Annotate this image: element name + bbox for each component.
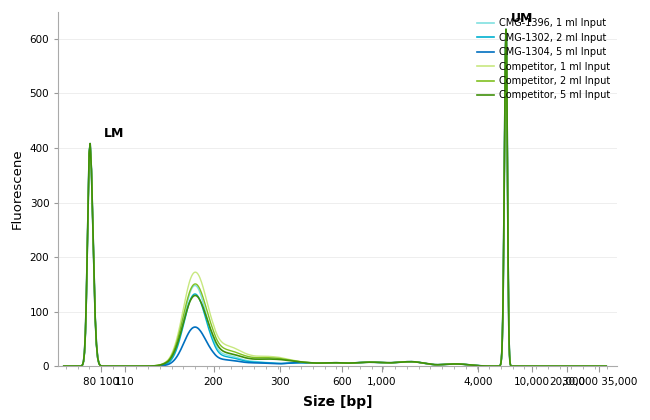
Competitor, 5 ml Input — [502, 27, 510, 32]
Competitor, 1 ml Input — [582, 364, 590, 369]
Line: Competitor, 5 ml Input: Competitor, 5 ml Input — [64, 29, 606, 366]
CMG-1304, 5 ml Input — [478, 363, 486, 368]
CMG-1396, 1 ml Input — [339, 360, 346, 365]
CMG-1302, 2 ml Input — [502, 27, 510, 32]
Competitor, 5 ml Input — [251, 357, 259, 362]
Competitor, 1 ml Input — [603, 364, 610, 369]
Line: CMG-1396, 1 ml Input: CMG-1396, 1 ml Input — [64, 29, 606, 366]
Competitor, 5 ml Input — [478, 363, 486, 368]
Competitor, 5 ml Input — [411, 360, 419, 365]
Text: UM: UM — [510, 12, 533, 25]
CMG-1304, 5 ml Input — [339, 360, 346, 365]
Competitor, 2 ml Input — [412, 360, 420, 365]
Competitor, 1 ml Input — [412, 360, 420, 365]
Competitor, 2 ml Input — [387, 360, 395, 365]
Y-axis label: Fluorescene: Fluorescene — [11, 149, 24, 229]
CMG-1396, 1 ml Input — [478, 363, 486, 368]
CMG-1304, 5 ml Input — [60, 364, 68, 369]
Competitor, 2 ml Input — [60, 364, 68, 369]
CMG-1304, 5 ml Input — [251, 360, 259, 365]
CMG-1396, 1 ml Input — [582, 364, 590, 369]
CMG-1396, 1 ml Input — [387, 360, 395, 365]
CMG-1302, 2 ml Input — [412, 360, 420, 365]
Competitor, 1 ml Input — [502, 27, 510, 32]
CMG-1304, 5 ml Input — [603, 364, 610, 369]
CMG-1302, 2 ml Input — [60, 364, 68, 369]
CMG-1302, 2 ml Input — [478, 363, 486, 368]
Line: Competitor, 1 ml Input: Competitor, 1 ml Input — [64, 29, 606, 366]
Competitor, 5 ml Input — [339, 360, 346, 365]
Competitor, 2 ml Input — [582, 364, 590, 369]
CMG-1396, 1 ml Input — [412, 360, 420, 365]
CMG-1302, 2 ml Input — [339, 360, 346, 365]
CMG-1302, 2 ml Input — [603, 364, 610, 369]
Legend: CMG-1396, 1 ml Input, CMG-1302, 2 ml Input, CMG-1304, 5 ml Input, Competitor, 1 : CMG-1396, 1 ml Input, CMG-1302, 2 ml Inp… — [473, 15, 614, 104]
CMG-1302, 2 ml Input — [411, 360, 419, 365]
Competitor, 1 ml Input — [60, 364, 68, 369]
Line: CMG-1302, 2 ml Input: CMG-1302, 2 ml Input — [64, 29, 606, 366]
CMG-1304, 5 ml Input — [387, 360, 395, 365]
CMG-1396, 1 ml Input — [502, 27, 510, 32]
Line: CMG-1304, 5 ml Input: CMG-1304, 5 ml Input — [64, 29, 606, 366]
CMG-1396, 1 ml Input — [603, 364, 610, 369]
Competitor, 2 ml Input — [478, 363, 486, 368]
Competitor, 1 ml Input — [387, 360, 395, 365]
CMG-1304, 5 ml Input — [412, 360, 420, 365]
CMG-1302, 2 ml Input — [582, 364, 590, 369]
Competitor, 5 ml Input — [60, 364, 68, 369]
Line: Competitor, 2 ml Input: Competitor, 2 ml Input — [64, 29, 606, 366]
Competitor, 2 ml Input — [339, 360, 346, 365]
CMG-1396, 1 ml Input — [251, 359, 259, 364]
CMG-1302, 2 ml Input — [387, 360, 395, 365]
Competitor, 5 ml Input — [387, 360, 395, 365]
Competitor, 2 ml Input — [502, 27, 510, 32]
Competitor, 2 ml Input — [251, 355, 259, 360]
Competitor, 1 ml Input — [478, 363, 486, 368]
Competitor, 2 ml Input — [411, 360, 419, 365]
CMG-1302, 2 ml Input — [251, 360, 259, 365]
Competitor, 5 ml Input — [582, 364, 590, 369]
Competitor, 5 ml Input — [603, 364, 610, 369]
CMG-1396, 1 ml Input — [60, 364, 68, 369]
Competitor, 1 ml Input — [411, 360, 419, 365]
CMG-1396, 1 ml Input — [411, 360, 419, 365]
Competitor, 1 ml Input — [251, 354, 259, 359]
X-axis label: Size [bp]: Size [bp] — [303, 395, 372, 409]
CMG-1304, 5 ml Input — [411, 360, 419, 365]
Competitor, 2 ml Input — [603, 364, 610, 369]
CMG-1304, 5 ml Input — [582, 364, 590, 369]
CMG-1304, 5 ml Input — [502, 27, 510, 32]
Text: LM: LM — [103, 127, 124, 140]
Competitor, 1 ml Input — [339, 360, 346, 365]
Competitor, 5 ml Input — [412, 360, 420, 365]
